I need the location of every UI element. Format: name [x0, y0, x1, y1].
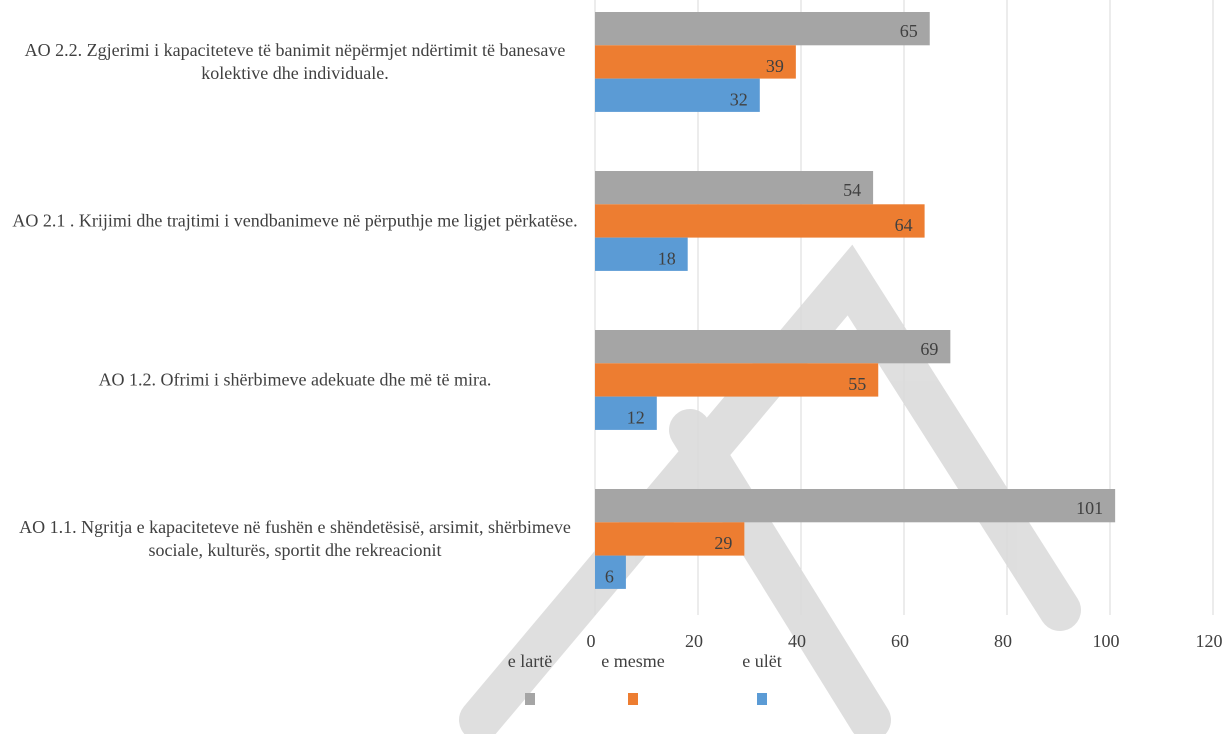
x-tick-label: 20	[685, 631, 703, 651]
value-label: 18	[658, 248, 676, 268]
bar	[595, 237, 688, 271]
value-label: 6	[605, 566, 614, 586]
value-label: 55	[848, 374, 866, 394]
bar	[595, 330, 951, 364]
bar	[595, 555, 626, 589]
x-tick-label: 40	[788, 631, 806, 651]
category-label: AO 2.1 . Krijimi dhe trajtimi i vendbani…	[12, 210, 578, 231]
x-tick-label: 120	[1196, 631, 1223, 651]
category-label: AO 1.2. Ofrimi i shërbimeve adekuate dhe…	[98, 369, 492, 390]
value-label: 54	[843, 180, 861, 200]
x-tick-label: 0	[587, 631, 596, 651]
bar	[595, 489, 1116, 523]
legend-label: e lartë	[508, 651, 552, 671]
value-label: 69	[920, 339, 938, 359]
bar	[595, 522, 745, 556]
value-label: 29	[714, 533, 732, 553]
value-label: 64	[895, 215, 913, 235]
legend-swatch	[628, 693, 638, 705]
bar	[595, 363, 879, 397]
value-label: 101	[1076, 498, 1103, 518]
bar	[595, 45, 796, 79]
legend-swatch	[757, 693, 767, 705]
category-label: AO 2.2. Zgjerimi i kapaciteteve të banim…	[24, 39, 566, 83]
bar	[595, 171, 874, 205]
legend-label: e mesme	[601, 651, 664, 671]
bar	[595, 204, 925, 238]
watermark-stroke	[669, 409, 891, 734]
category-label: AO 1.1. Ngritja e kapaciteteve në fushën…	[19, 516, 571, 560]
value-label: 65	[900, 21, 918, 41]
value-label: 32	[730, 89, 748, 109]
legend-swatch	[525, 693, 535, 705]
x-tick-label: 60	[891, 631, 909, 651]
legend-label: e ulët	[742, 651, 781, 671]
value-label: 39	[766, 56, 784, 76]
x-tick-label: 80	[994, 631, 1012, 651]
bar	[595, 12, 930, 46]
bar	[595, 78, 760, 112]
value-label: 12	[627, 407, 645, 427]
bar	[595, 396, 657, 430]
x-tick-label: 100	[1093, 631, 1120, 651]
